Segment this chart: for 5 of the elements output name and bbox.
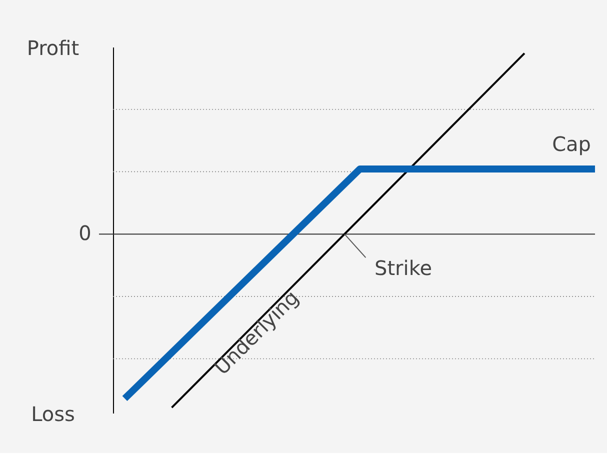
series-label: Cap — [552, 132, 591, 156]
text: 0 — [78, 221, 92, 246]
text: Profit — [26, 36, 80, 60]
annotation: Strike — [374, 256, 432, 280]
text: Loss — [31, 402, 75, 426]
